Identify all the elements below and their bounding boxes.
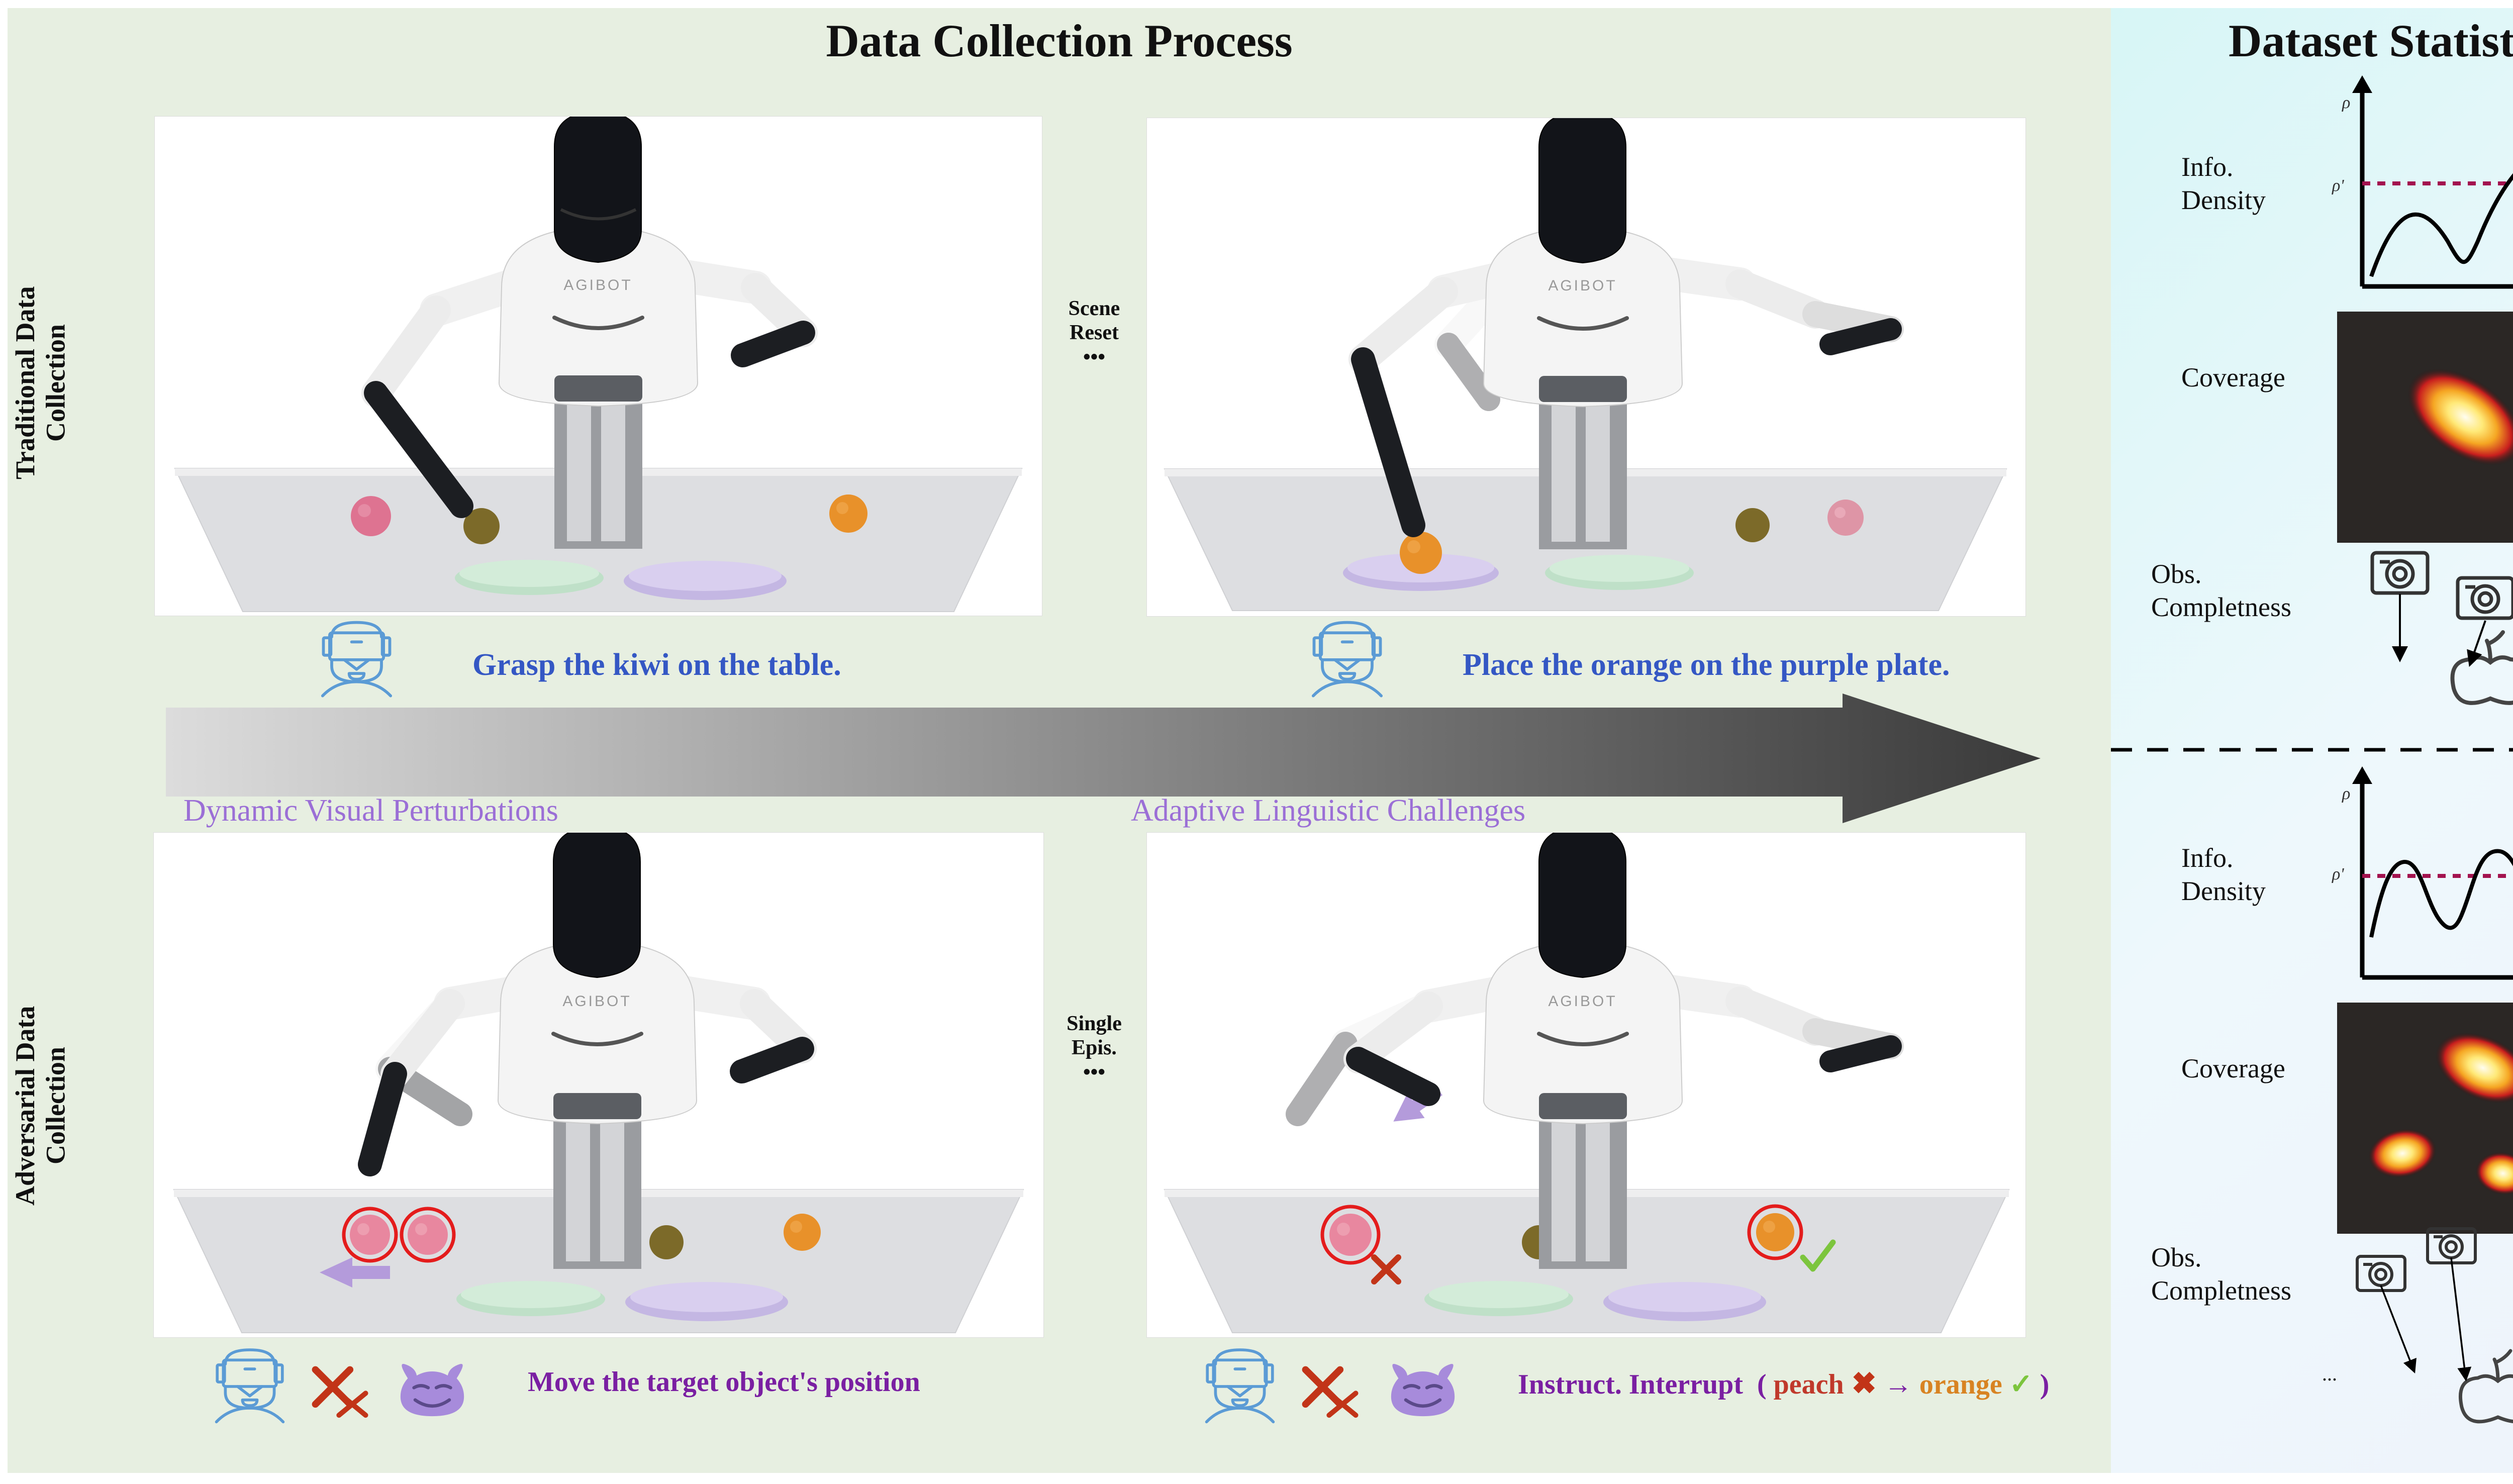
svg-text:ρ: ρ [2342, 784, 2350, 803]
svg-text:ρ: ρ [2342, 93, 2350, 112]
svg-text:ρ': ρ' [2332, 176, 2344, 195]
svg-text:ρ': ρ' [2332, 865, 2344, 883]
